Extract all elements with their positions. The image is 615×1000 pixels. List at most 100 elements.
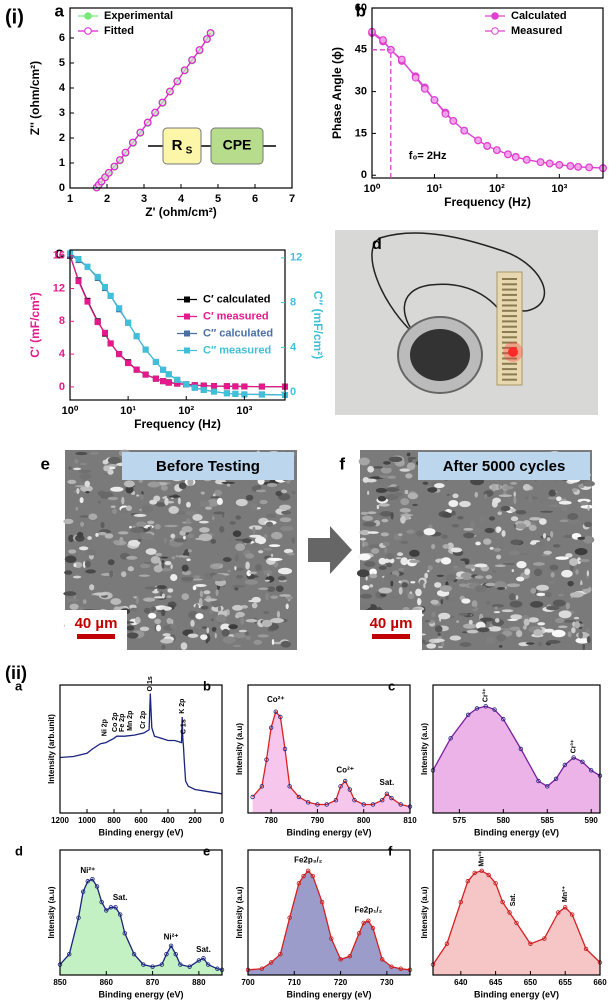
data-point xyxy=(76,915,81,920)
sem-texture xyxy=(79,497,84,504)
peak-label: Sat. xyxy=(510,893,517,906)
sem-texture xyxy=(195,537,208,541)
sem-texture xyxy=(187,478,194,486)
sem-texture xyxy=(389,595,400,599)
sem-texture xyxy=(460,558,470,562)
sem-texture xyxy=(578,558,590,563)
x-tick-label: 800 xyxy=(357,816,371,825)
sem-texture xyxy=(390,580,394,587)
sem-texture xyxy=(63,591,77,596)
cell xyxy=(410,329,470,381)
panel-label: c xyxy=(55,243,64,262)
data-point xyxy=(168,943,174,949)
sem-texture xyxy=(500,505,511,512)
data-point xyxy=(296,794,302,800)
data-point xyxy=(503,150,512,159)
led xyxy=(508,347,518,357)
arrow xyxy=(308,526,352,574)
sem-texture xyxy=(370,547,380,554)
sem-texture xyxy=(434,582,442,588)
data-point xyxy=(347,954,353,959)
sem-texture xyxy=(561,569,573,578)
sem-texture xyxy=(136,494,140,497)
sem-texture xyxy=(228,624,238,630)
sem-texture xyxy=(281,510,292,515)
x-tick-label: 6 xyxy=(252,193,258,205)
sem-texture xyxy=(574,621,581,629)
sem-texture xyxy=(407,592,415,600)
sem-texture xyxy=(463,527,474,531)
peak-label: Fe2p₃/₂ xyxy=(294,856,323,865)
sem-texture xyxy=(93,592,108,596)
sem-texture xyxy=(548,489,556,497)
sem-texture xyxy=(268,557,283,561)
sem-texture xyxy=(439,585,452,593)
sem-texture xyxy=(430,599,439,605)
sem-texture xyxy=(424,572,429,579)
scale-label: 40 µm xyxy=(75,615,118,632)
data-point xyxy=(492,707,497,712)
data-point xyxy=(338,957,343,962)
y-tick-label: 30 xyxy=(355,86,367,98)
sem-texture xyxy=(130,527,144,533)
sem-texture xyxy=(150,556,161,564)
sem-texture xyxy=(483,538,492,545)
sem-texture xyxy=(279,594,291,597)
sem-texture xyxy=(475,621,486,630)
sem-texture xyxy=(128,539,141,547)
sem-texture xyxy=(565,602,571,610)
sem-texture xyxy=(360,511,368,515)
sem-texture xyxy=(384,547,388,554)
sem-texture xyxy=(164,524,179,528)
data-point xyxy=(580,759,585,764)
sem-texture xyxy=(460,572,473,580)
sem-texture xyxy=(236,574,243,579)
sem-texture xyxy=(385,553,394,560)
sem-texture xyxy=(476,627,490,633)
sem-texture xyxy=(501,530,506,537)
sem-texture xyxy=(265,592,269,601)
sem-texture xyxy=(270,595,279,599)
sem-texture xyxy=(68,534,75,543)
peak-label: Fe2p₁/₂ xyxy=(354,906,382,915)
sem-texture xyxy=(88,513,98,520)
sem-texture xyxy=(64,570,73,575)
y-axis-label: Phase Angle (ϕ) xyxy=(330,47,344,139)
data-point xyxy=(566,162,575,170)
sem-texture xyxy=(72,575,82,579)
data-point xyxy=(380,798,385,803)
sem-texture xyxy=(427,569,430,573)
sem-texture xyxy=(538,641,542,647)
data-point xyxy=(356,931,362,936)
sem-texture xyxy=(257,550,264,554)
sem-texture xyxy=(257,634,269,638)
sem-texture xyxy=(147,520,155,525)
sem-texture xyxy=(107,463,118,468)
sem-texture xyxy=(168,506,179,514)
sem-texture xyxy=(559,519,570,523)
sem-texture xyxy=(416,530,425,537)
sem-texture xyxy=(359,529,371,536)
data-point xyxy=(152,358,159,365)
sem-texture xyxy=(82,599,87,604)
sem-texture xyxy=(398,533,403,536)
peak-label: Ni²⁺ xyxy=(164,933,179,942)
sem-texture xyxy=(266,482,278,488)
sem-texture xyxy=(516,576,525,582)
sem-texture xyxy=(217,605,222,612)
sem-texture xyxy=(100,521,105,529)
x-tick-label: 800 xyxy=(107,816,121,825)
y-axis-label: Z'' (ohm/cm²) xyxy=(28,61,42,135)
hole xyxy=(502,304,517,307)
sem-texture xyxy=(79,462,88,466)
sem-texture xyxy=(509,550,520,555)
sem-texture xyxy=(79,515,90,518)
sem-texture xyxy=(186,558,191,562)
data-point xyxy=(430,96,439,104)
sem-texture xyxy=(213,563,224,567)
sem-texture xyxy=(487,626,502,632)
sem-texture xyxy=(510,516,519,522)
sem-texture xyxy=(535,541,546,547)
sem-texture xyxy=(103,465,110,472)
data-point xyxy=(472,870,477,876)
